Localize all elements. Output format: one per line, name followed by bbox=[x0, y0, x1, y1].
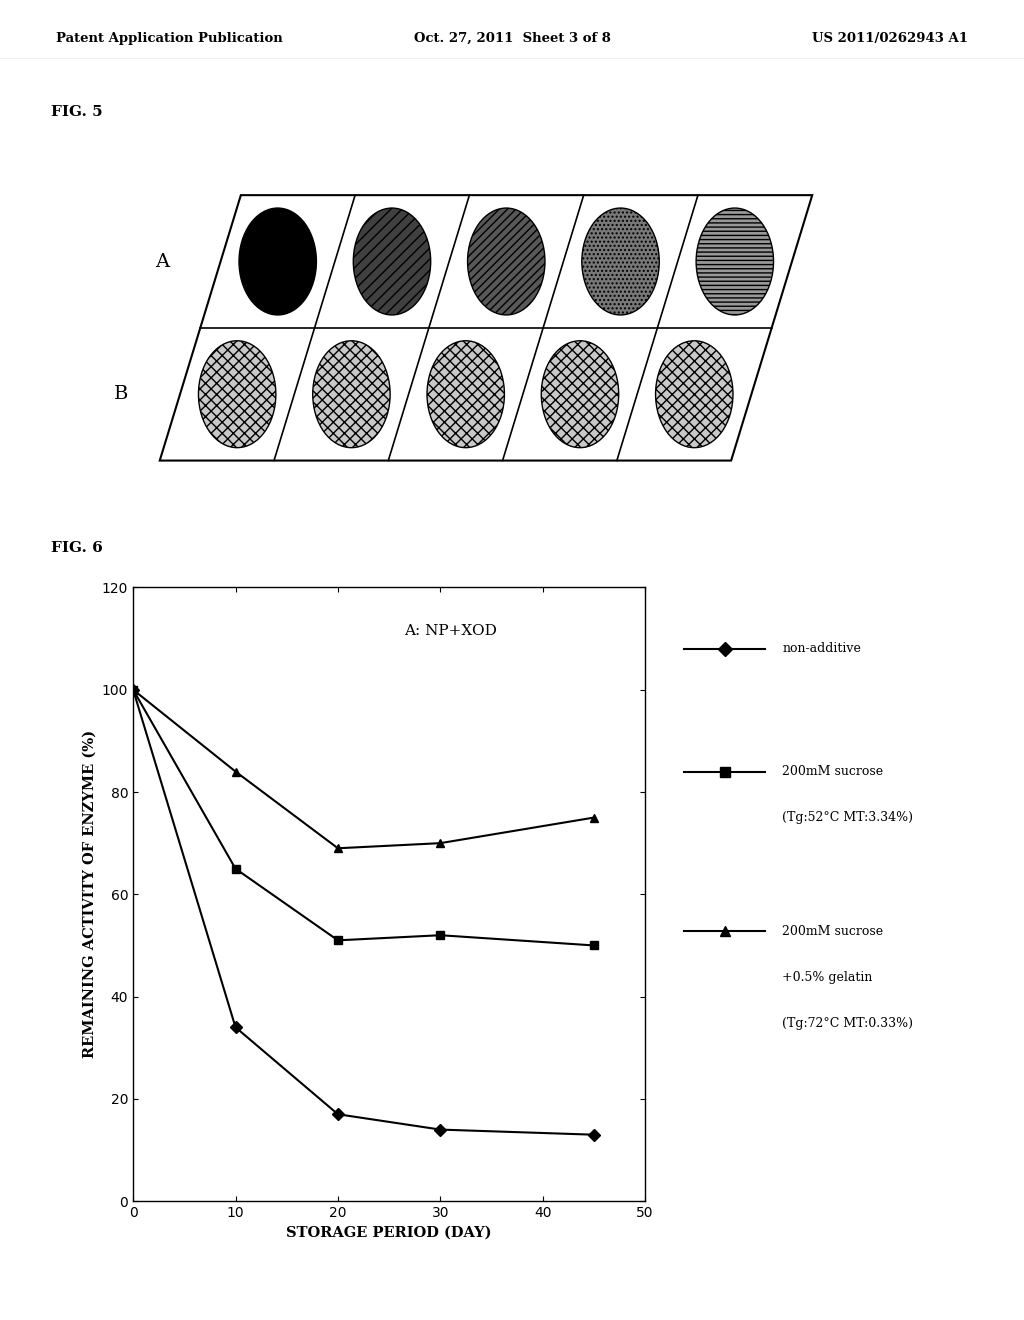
X-axis label: STORAGE PERIOD (DAY): STORAGE PERIOD (DAY) bbox=[287, 1225, 492, 1239]
Ellipse shape bbox=[655, 341, 733, 447]
Ellipse shape bbox=[696, 209, 773, 315]
Text: 200mM sucrose: 200mM sucrose bbox=[782, 766, 884, 777]
Text: A: NP+XOD: A: NP+XOD bbox=[404, 624, 497, 639]
Text: Oct. 27, 2011  Sheet 3 of 8: Oct. 27, 2011 Sheet 3 of 8 bbox=[414, 32, 610, 45]
Text: non-additive: non-additive bbox=[782, 643, 861, 655]
Text: Patent Application Publication: Patent Application Publication bbox=[56, 32, 283, 45]
Text: (Tg:52°C MT:3.34%): (Tg:52°C MT:3.34%) bbox=[782, 810, 913, 824]
Text: A: A bbox=[155, 252, 169, 271]
Ellipse shape bbox=[239, 209, 316, 315]
Ellipse shape bbox=[582, 209, 659, 315]
Text: FIG. 6: FIG. 6 bbox=[51, 541, 103, 554]
Ellipse shape bbox=[542, 341, 618, 447]
Text: (Tg:72°C MT:0.33%): (Tg:72°C MT:0.33%) bbox=[782, 1016, 913, 1030]
Ellipse shape bbox=[199, 341, 275, 447]
Text: US 2011/0262943 A1: US 2011/0262943 A1 bbox=[812, 32, 968, 45]
Y-axis label: REMAINING ACTIVITY OF ENZYME (%): REMAINING ACTIVITY OF ENZYME (%) bbox=[82, 730, 96, 1059]
Text: 200mM sucrose: 200mM sucrose bbox=[782, 924, 884, 937]
Ellipse shape bbox=[468, 209, 545, 315]
Ellipse shape bbox=[427, 341, 505, 447]
Ellipse shape bbox=[353, 209, 431, 315]
Text: +0.5% gelatin: +0.5% gelatin bbox=[782, 970, 872, 983]
Ellipse shape bbox=[312, 341, 390, 447]
Text: B: B bbox=[114, 385, 128, 403]
Text: FIG. 5: FIG. 5 bbox=[51, 106, 102, 119]
